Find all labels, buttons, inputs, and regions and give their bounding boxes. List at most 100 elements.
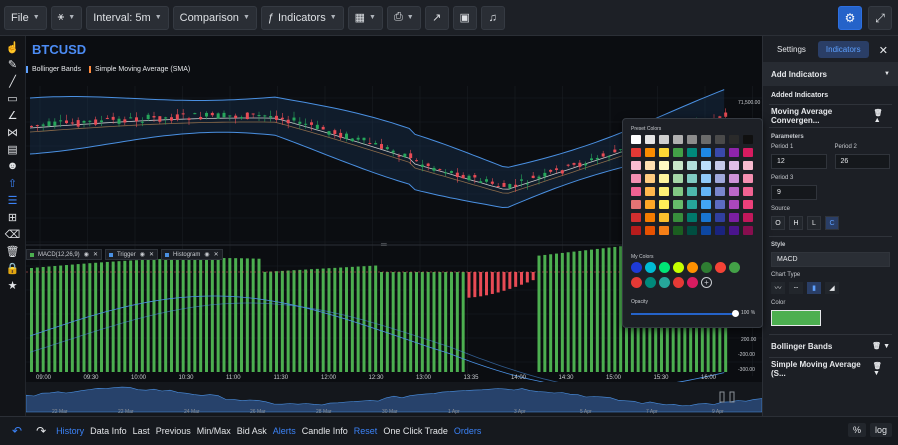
my-color-swatch[interactable] [701, 262, 712, 273]
drawing-menu-button[interactable]: ⚹ ▼ [50, 5, 83, 30]
external-link-button[interactable]: ↗ [424, 5, 449, 30]
trash-icon[interactable]: 🗑 [5, 245, 20, 258]
my-color-swatch[interactable] [659, 262, 670, 273]
add-color-icon[interactable]: + [701, 277, 712, 288]
preset-color-swatch[interactable] [701, 174, 711, 183]
preset-color-swatch[interactable] [631, 174, 641, 183]
previous-button[interactable]: Previous [155, 426, 191, 436]
preset-color-swatch[interactable] [687, 187, 697, 196]
fib-tool-icon[interactable]: ☰ [7, 194, 18, 207]
my-color-swatch[interactable] [659, 277, 670, 288]
my-color-swatch[interactable] [687, 277, 698, 288]
layout-button[interactable]: ▦ ▼ [347, 5, 383, 30]
preset-color-swatch[interactable] [673, 213, 683, 222]
preset-color-swatch[interactable] [743, 174, 753, 183]
preset-color-swatch[interactable] [659, 148, 669, 157]
rectangle-tool-icon[interactable]: ▭ [7, 92, 18, 105]
star-icon[interactable]: ★ [7, 279, 18, 292]
preset-color-swatch[interactable] [659, 135, 669, 144]
preset-color-swatch[interactable] [701, 213, 711, 222]
legend-bollinger[interactable]: Bollinger Bands [26, 66, 81, 73]
period1-input[interactable]: 12 [771, 154, 827, 169]
undo-icon[interactable]: ↶ [12, 424, 23, 438]
preset-color-swatch[interactable] [715, 148, 725, 157]
preset-color-swatch[interactable] [687, 135, 697, 144]
my-color-swatch[interactable] [673, 277, 684, 288]
preset-color-swatch[interactable] [673, 135, 683, 144]
fullscreen-button[interactable]: ⤢ [868, 6, 892, 30]
period3-input[interactable]: 9 [771, 185, 817, 200]
preset-color-swatch[interactable] [715, 226, 725, 235]
preset-color-swatch[interactable] [631, 161, 641, 170]
preset-color-swatch[interactable] [743, 148, 753, 157]
preset-color-swatch[interactable] [631, 226, 641, 235]
alerts-button[interactable]: Alerts [272, 426, 296, 436]
file-menu-button[interactable]: File ▼ [4, 5, 47, 30]
preset-color-swatch[interactable] [645, 213, 655, 222]
alert-button[interactable]: ♫ [480, 5, 505, 30]
source-high-button[interactable]: H [789, 216, 803, 230]
preset-color-swatch[interactable] [659, 174, 669, 183]
preset-color-swatch[interactable] [687, 161, 697, 170]
source-close-button[interactable]: C [825, 216, 839, 230]
preset-color-swatch[interactable] [743, 161, 753, 170]
preset-color-swatch[interactable] [673, 200, 683, 209]
save-button[interactable]: ▣ [452, 5, 477, 30]
percent-scale-button[interactable]: % [847, 423, 866, 437]
arrow-tool-icon[interactable]: ⇧ [7, 177, 18, 190]
my-color-swatch[interactable] [631, 277, 642, 288]
my-color-swatch[interactable] [645, 262, 656, 273]
preset-color-swatch[interactable] [743, 226, 753, 235]
history-button[interactable]: History [56, 426, 85, 436]
redo-icon[interactable]: ↷ [36, 424, 47, 438]
trigger-legend-item[interactable]: Trigger ◉ ✕ [104, 249, 159, 260]
macd-section-header[interactable]: Moving Average Convergen... 🗑 ▲ [763, 105, 898, 127]
preset-color-swatch[interactable] [715, 187, 725, 196]
preset-color-swatch[interactable] [631, 187, 641, 196]
my-color-swatch[interactable] [673, 262, 684, 273]
close-icon[interactable]: ✕ [92, 252, 98, 258]
last-button[interactable]: Last [132, 426, 150, 436]
eye-icon[interactable]: ◉ [83, 252, 89, 258]
area-chart-icon[interactable]: ◢ [825, 282, 839, 294]
trash-icon[interactable]: 🗑 ▲ [873, 109, 883, 124]
preset-color-swatch[interactable] [659, 161, 669, 170]
preset-color-swatch[interactable] [645, 187, 655, 196]
preset-color-swatch[interactable] [729, 135, 739, 144]
brush-tool-icon[interactable]: ✎ [7, 58, 18, 71]
preset-color-swatch[interactable] [645, 135, 655, 144]
preset-color-swatch[interactable] [645, 200, 655, 209]
preset-color-swatch[interactable] [687, 174, 697, 183]
line-tool-icon[interactable]: ╱ [9, 75, 16, 88]
log-scale-button[interactable]: log [869, 423, 892, 437]
eraser-tool-icon[interactable]: ⌫ [4, 228, 21, 241]
print-button[interactable]: ⎙ ▼ [386, 5, 421, 30]
min-max-button[interactable]: Min/Max [196, 426, 231, 436]
preset-color-swatch[interactable] [645, 174, 655, 183]
settings-button[interactable]: ⚙ [838, 6, 862, 30]
my-color-swatch[interactable] [645, 277, 656, 288]
sma-section-header[interactable]: Simple Moving Average (S... 🗑 ▼ [763, 358, 898, 380]
my-color-swatch[interactable] [687, 262, 698, 273]
preset-color-swatch[interactable] [715, 161, 725, 170]
preset-color-swatch[interactable] [715, 135, 725, 144]
style-select[interactable]: MACD [771, 252, 890, 267]
preset-color-swatch[interactable] [743, 213, 753, 222]
preset-color-swatch[interactable] [715, 213, 725, 222]
preset-color-swatch[interactable] [729, 161, 739, 170]
bid-ask-button[interactable]: Bid Ask [236, 426, 267, 436]
opacity-slider-handle[interactable] [732, 310, 739, 317]
preset-color-swatch[interactable] [701, 187, 711, 196]
preset-color-swatch[interactable] [659, 200, 669, 209]
preset-color-swatch[interactable] [673, 187, 683, 196]
preset-color-swatch[interactable] [673, 174, 683, 183]
preset-color-swatch[interactable] [729, 148, 739, 157]
data-info-button[interactable]: Data Info [90, 426, 127, 436]
opacity-slider-track[interactable] [631, 313, 735, 315]
preset-color-swatch[interactable] [715, 200, 725, 209]
bollinger-section-header[interactable]: Bollinger Bands 🗑 ▼ [763, 335, 898, 357]
preset-color-swatch[interactable] [659, 226, 669, 235]
eye-icon[interactable]: ◉ [139, 252, 146, 258]
candle-info-button[interactable]: Candle Info [301, 426, 348, 436]
tab-indicators[interactable]: Indicators [817, 40, 869, 58]
